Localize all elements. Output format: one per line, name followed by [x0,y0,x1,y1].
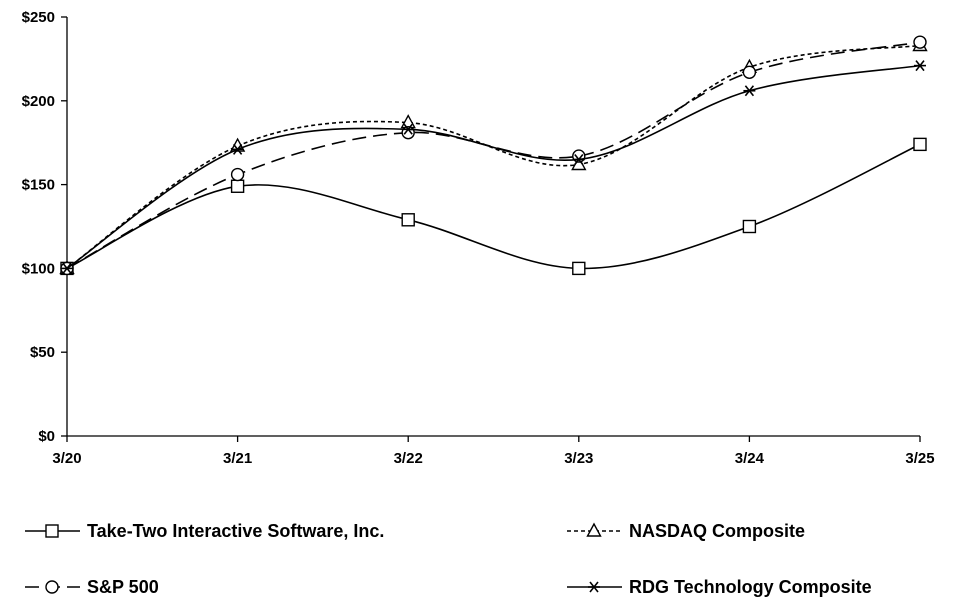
series-line [66,44,921,270]
y-tick-label: $50 [30,344,55,361]
y-tick-label: $0 [38,428,55,445]
series-line [66,143,921,270]
series-line [66,64,921,270]
data-point-square [913,137,927,152]
series-line [66,41,921,270]
y-tick-label: $150 [22,177,55,194]
data-point-asterisk [572,153,585,165]
series-circle [60,35,927,276]
legend: Take-Two Interactive Software, Inc. NASDA… [25,521,872,597]
series-asterisk [61,60,926,274]
x-tick-label: 3/24 [735,450,765,467]
data-point-asterisk [61,262,73,274]
x-axis-ticks: 3/20 3/21 3/22 3/23 3/24 3/25 [52,436,935,467]
y-tick-label: $100 [22,260,55,277]
legend-item: Take-Two Interactive Software, Inc. [25,521,384,541]
data-point-square [742,219,757,234]
series-layer [59,35,928,276]
x-tick-label: 3/22 [394,450,423,467]
x-tick-label: 3/20 [52,450,81,467]
data-point-square [401,213,415,227]
series-triangle [59,37,928,275]
y-axis-ticks: $0 $50 $100 $150 $200 $250 [22,9,67,445]
legend-marker-circle [45,580,59,594]
x-tick-label: 3/21 [223,450,252,467]
legend-label: RDG Technology Composite [629,577,872,597]
legend-label: S&P 500 [87,577,159,597]
y-tick-label: $200 [22,93,55,110]
data-point-square [230,179,245,193]
data-point-asterisk [402,123,415,135]
legend-marker-triangle [586,522,602,537]
x-tick-label: 3/23 [564,450,593,467]
x-tick-label: 3/25 [905,450,934,467]
legend-label: Take-Two Interactive Software, Inc. [87,521,384,541]
legend-item: S&P 500 [25,577,159,597]
legend-item: NASDAQ Composite [567,521,805,541]
data-point-circle [913,35,927,49]
data-point-circle [742,65,757,80]
data-point-circle [230,167,245,182]
axes [66,17,920,437]
legend-label: NASDAQ Composite [629,521,805,541]
series-square [60,137,927,276]
data-point-asterisk [231,143,244,155]
data-point-square [572,261,586,276]
legend-item: RDG Technology Composite [567,577,872,597]
y-tick-label: $250 [22,9,55,26]
legend-marker-square [45,524,59,538]
data-point-asterisk [743,85,756,97]
legend-marker-asterisk [588,581,600,593]
data-point-asterisk [914,60,926,72]
